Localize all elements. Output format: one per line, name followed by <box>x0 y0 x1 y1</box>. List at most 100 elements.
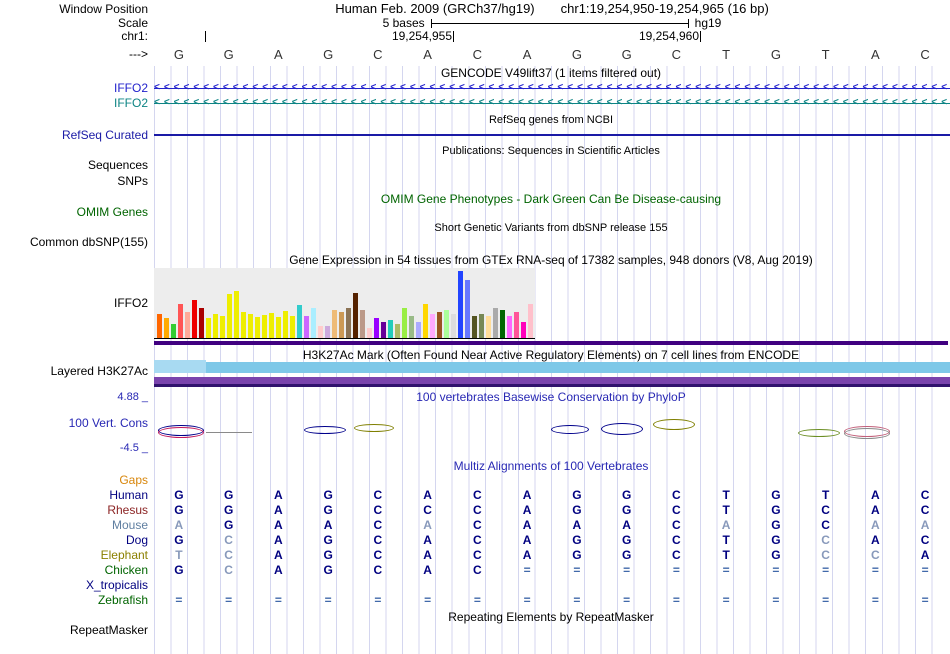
multiz-row-rhesus[interactable]: Rhesus G G A G C C C A G G C T G C A C <box>0 503 950 518</box>
multiz-row-elephant[interactable]: Elephant T C A G C A C A G G C T G C C A <box>0 548 950 563</box>
alignment-base: G <box>223 518 234 532</box>
alignment-base: A <box>174 518 184 532</box>
refseq-gene-line[interactable] <box>154 128 950 142</box>
refseq-line <box>154 134 950 136</box>
alignment-base: G <box>323 488 333 502</box>
gtex-tissue-bar <box>521 322 526 338</box>
multiz-species-label[interactable]: Mouse <box>111 518 148 532</box>
gtex-tissue-bar <box>381 322 386 338</box>
multiz-species-label[interactable]: X_tropicalis <box>85 578 148 592</box>
h3k27ac-layered-signal[interactable] <box>154 360 950 388</box>
conservation-mark <box>601 423 643 435</box>
alignment-base <box>552 473 602 488</box>
alignment-base <box>303 473 353 488</box>
multiz-row-human[interactable]: Human G G A G C A C A G G C T G T A C <box>0 488 950 503</box>
multiz-row-zebrafish[interactable]: Zebrafish = = = = = = = = = = = = = = = = <box>0 593 950 608</box>
alignment-base <box>701 473 751 488</box>
omim-genes-label[interactable]: OMIM Genes <box>76 205 148 219</box>
gtex-gene-label[interactable]: IFFO2 <box>113 296 148 310</box>
refseq-track-title: RefSeq genes from NCBI <box>488 114 614 126</box>
alignment-base: A <box>423 548 432 562</box>
gene-model-iffo2-1[interactable]: <<<<<<<<<<<<<<<<<<<<<<<<<<<<<<<<<<<<<<<<… <box>154 81 950 95</box>
alignment-base <box>204 578 254 593</box>
alignment-base: C <box>821 518 830 532</box>
base-letter: G <box>770 47 781 62</box>
gene-label-iffo2-1[interactable]: IFFO2 <box>113 81 148 95</box>
alignment-base: = <box>672 593 680 607</box>
alignment-base: = <box>374 593 382 607</box>
alignment-base: = <box>722 563 730 577</box>
alignment-base <box>353 473 403 488</box>
multiz-species-label[interactable]: Zebrafish <box>97 593 148 607</box>
conservation-wiggle-area[interactable] <box>154 403 948 455</box>
gtex-tissue-bar <box>290 316 295 338</box>
multiz-species-label[interactable]: Chicken <box>104 563 148 577</box>
multiz-row-mouse[interactable]: Mouse A G A A C A C A A A C A G C A A <box>0 518 950 533</box>
sequences-label[interactable]: Sequences <box>87 158 148 172</box>
alignment-base: C <box>473 488 482 502</box>
multiz-species-label[interactable]: Dog <box>125 533 148 547</box>
dbsnp-label[interactable]: Common dbSNP(155) <box>29 235 148 249</box>
h3k27ac-band-blue-light <box>154 360 206 373</box>
alignment-base: C <box>224 533 233 547</box>
alignment-base: A <box>522 503 532 517</box>
snps-track-area[interactable] <box>154 175 950 188</box>
gene-model-iffo2-2[interactable]: <<<<<<<<<<<<<<<<<<<<<<<<<<<<<<<<<<<<<<<<… <box>154 96 950 110</box>
alignment-base: G <box>323 548 333 562</box>
alignment-base: C <box>473 548 482 562</box>
multiz-species-label[interactable]: Human <box>109 488 148 502</box>
conservation-mark <box>653 419 695 430</box>
gtex-tissue-bar <box>451 314 456 338</box>
multiz-row-dog[interactable]: Dog G C A G C A C A G G C T G C A C <box>0 533 950 548</box>
alignment-base: = <box>871 593 879 607</box>
multiz-row-chicken[interactable]: Chicken G C A G C A C = = = = = = = = = <box>0 563 950 578</box>
multiz-species-label[interactable]: Rhesus <box>107 503 148 517</box>
base-letter: A <box>423 47 432 62</box>
h3k27ac-label[interactable]: Layered H3K27Ac <box>50 364 148 378</box>
refseq-curated-label[interactable]: RefSeq Curated <box>61 128 148 142</box>
alignment-base: G <box>572 548 582 562</box>
scale-bar <box>430 18 689 28</box>
alignment-base: = <box>623 593 631 607</box>
dbsnp-track-area[interactable] <box>154 236 950 249</box>
sequences-track-area[interactable] <box>154 159 950 172</box>
omim-track-area[interactable] <box>154 206 950 219</box>
alignment-base <box>154 473 204 488</box>
gtex-gene-model-bar[interactable] <box>154 341 948 345</box>
repeatmasker-track-area[interactable] <box>154 624 950 637</box>
gtex-tissue-bar <box>276 317 281 338</box>
gtex-tissue-bar <box>269 313 274 338</box>
alignment-base: = <box>175 593 183 607</box>
gtex-tissue-bar <box>192 300 197 338</box>
repeatmasker-label[interactable]: RepeatMasker <box>69 623 148 637</box>
alignment-base <box>801 473 851 488</box>
gtex-tissue-bar <box>304 316 309 338</box>
alignment-base: A <box>522 518 532 532</box>
alignment-base: G <box>621 533 632 547</box>
gtex-tissue-bar <box>262 315 267 338</box>
alignment-base: T <box>722 548 730 562</box>
alignment-base: A <box>871 503 880 517</box>
alignment-base: T <box>821 488 830 502</box>
gtex-tissue-bar <box>241 312 246 338</box>
omim-track-title: OMIM Gene Phenotypes - Dark Green Can Be… <box>380 192 722 206</box>
alignment-base <box>502 578 552 593</box>
multiz-row-x_tropicalis[interactable]: X_tropicalis <box>0 578 950 593</box>
alignment-base: G <box>572 503 582 517</box>
gtex-tissue-bar <box>325 326 330 338</box>
snps-label[interactable]: SNPs <box>117 174 148 188</box>
ruler-tick-label: 19,254,960 <box>638 29 699 43</box>
multiz-species-label[interactable]: Gaps <box>119 473 148 487</box>
gene-label-iffo2-2[interactable]: IFFO2 <box>113 96 148 110</box>
conservation-label[interactable]: 100 Vert. Cons <box>68 416 148 430</box>
alignment-base <box>801 578 851 593</box>
multiz-species-label[interactable]: Elephant <box>100 548 148 562</box>
alignment-base <box>552 578 602 593</box>
conservation-mark <box>551 425 589 434</box>
alignment-base: C <box>920 503 930 517</box>
alignment-base: G <box>572 488 582 502</box>
alignment-base: G <box>771 503 781 517</box>
multiz-row-gaps[interactable]: Gaps <box>0 473 950 488</box>
repeatmasker-track-title: Repeating Elements by RepeatMasker <box>448 610 654 624</box>
gtex-expression-barchart[interactable] <box>154 268 535 339</box>
